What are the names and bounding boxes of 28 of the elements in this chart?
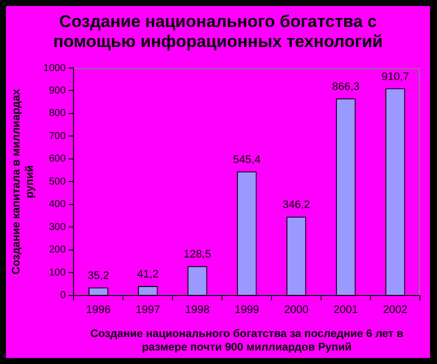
y-tick-label: 900 bbox=[48, 85, 66, 96]
x-tick-label: 1999 bbox=[234, 304, 260, 316]
y-tick-label: 600 bbox=[48, 154, 66, 165]
y-tick-label: 800 bbox=[48, 108, 66, 120]
data-label: 910,7 bbox=[381, 70, 410, 83]
data-label: 545,4 bbox=[233, 154, 261, 166]
y-axis-title: Создание капитала в миллиардах рупий bbox=[10, 88, 36, 275]
y-tick-label: 100 bbox=[48, 267, 66, 278]
x-tick-label: 2002 bbox=[383, 304, 408, 316]
y-tick-label: 0 bbox=[60, 290, 66, 302]
data-label: 346,2 bbox=[282, 199, 310, 212]
y-tick-label: 500 bbox=[48, 176, 66, 188]
y-tick-label: 400 bbox=[48, 199, 66, 210]
data-label: 128,5 bbox=[184, 248, 212, 261]
data-label: 41,2 bbox=[137, 268, 159, 281]
x-tick-label: 1998 bbox=[185, 304, 210, 316]
y-tick-label: 1000 bbox=[43, 62, 66, 74]
data-label: 35,2 bbox=[88, 270, 110, 282]
x-tick-label: 2000 bbox=[284, 304, 309, 316]
x-tick-label: 1997 bbox=[136, 304, 160, 316]
x-tick-label: 2001 bbox=[334, 304, 358, 316]
y-tick-label: 700 bbox=[48, 130, 66, 142]
x-tick-label: 1996 bbox=[86, 304, 111, 316]
chart-title: Создание национального богатства с помощью инфорационных технологий bbox=[52, 12, 384, 52]
y-tick-label: 300 bbox=[48, 222, 66, 233]
data-label: 866,3 bbox=[332, 80, 360, 93]
x-axis-title: Создание национального богатства за последние 6 лет в размере почти 900 миллиардов Рупий bbox=[90, 328, 404, 354]
y-tick-label: 200 bbox=[48, 244, 66, 256]
